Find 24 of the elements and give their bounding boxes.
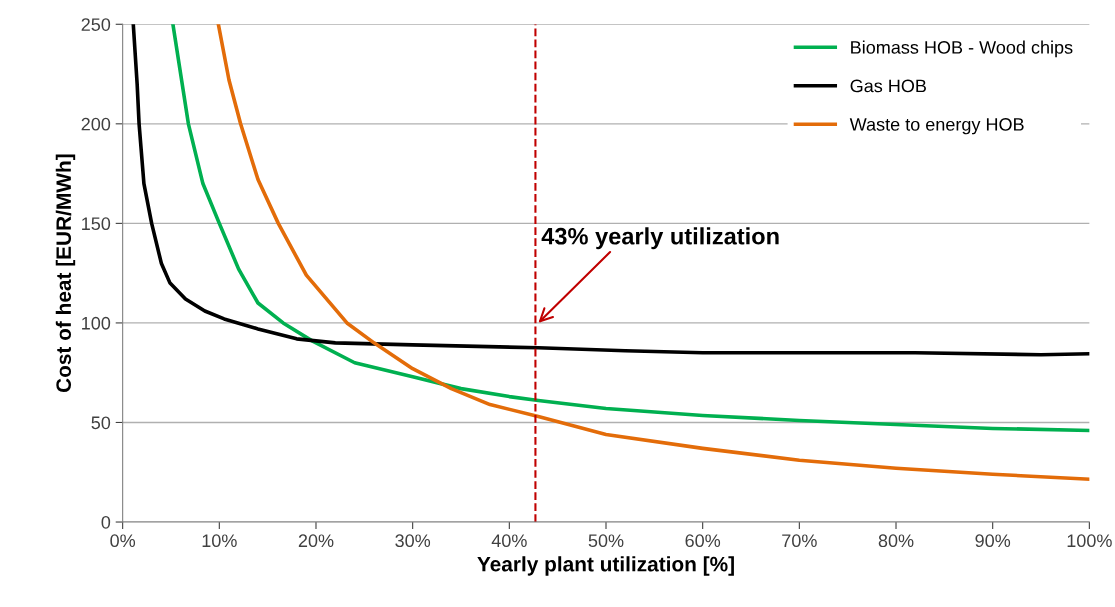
x-tick-label: 50% (588, 534, 624, 548)
x-tick-label: 40% (491, 534, 527, 548)
x-tick-label: 70% (782, 534, 817, 548)
y-tick-label: 200 (81, 117, 111, 131)
y-tick-label: 0 (101, 515, 111, 529)
y-tick-label: 50 (91, 416, 111, 430)
y-tick-label: 150 (82, 217, 111, 231)
legend-label: Gas HOB (850, 79, 926, 93)
y-tick-label: 250 (81, 18, 111, 31)
x-axis-title: Yearly plant utilization [%] (477, 556, 734, 576)
y-tick-label: 100 (82, 316, 111, 330)
x-tick-label: 10% (202, 534, 237, 548)
x-tick-label: 20% (298, 534, 334, 548)
x-tick-label: 80% (878, 534, 914, 548)
legend-label: Biomass HOB - Wood chips (851, 40, 1073, 58)
x-tick-label: 60% (685, 534, 721, 548)
y-axis-title: Cost of heat [EUR/MWh] (55, 154, 76, 393)
x-tick-label: 30% (395, 534, 431, 548)
x-tick-label: 100% (1067, 534, 1112, 548)
line-series (131, 24, 1090, 357)
annotation: 43% yearly utilization (541, 227, 779, 250)
x-tick-label: 0% (110, 534, 136, 548)
x-tick-label: 90% (975, 534, 1011, 548)
legend-label: Waste to energy HOB (849, 118, 1024, 135)
